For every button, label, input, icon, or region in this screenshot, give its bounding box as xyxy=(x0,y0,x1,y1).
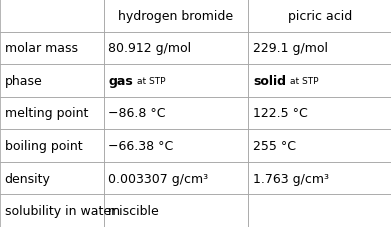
Bar xyxy=(248,130,391,162)
Bar xyxy=(0,130,104,162)
Text: −66.38 °C: −66.38 °C xyxy=(108,139,174,152)
Text: solid: solid xyxy=(253,75,286,88)
Text: solubility in water: solubility in water xyxy=(5,204,116,217)
Text: 1.763 g/cm³: 1.763 g/cm³ xyxy=(253,172,329,185)
Bar xyxy=(104,162,248,195)
Text: 80.912 g/mol: 80.912 g/mol xyxy=(108,42,192,55)
Bar xyxy=(248,162,391,195)
Text: density: density xyxy=(5,172,50,185)
Bar xyxy=(104,130,248,162)
Bar xyxy=(104,97,248,130)
Text: picric acid: picric acid xyxy=(287,10,352,23)
Bar xyxy=(248,65,391,97)
Text: 122.5 °C: 122.5 °C xyxy=(253,107,308,120)
Bar xyxy=(104,0,248,32)
Text: boiling point: boiling point xyxy=(5,139,83,152)
Bar xyxy=(0,195,104,227)
Text: at STP: at STP xyxy=(137,76,165,86)
Text: −86.8 °C: −86.8 °C xyxy=(108,107,166,120)
Bar xyxy=(0,162,104,195)
Bar xyxy=(0,97,104,130)
Text: melting point: melting point xyxy=(5,107,88,120)
Bar xyxy=(0,0,104,32)
Text: phase: phase xyxy=(5,75,43,88)
Bar xyxy=(0,65,104,97)
Bar xyxy=(0,32,104,65)
Text: gas: gas xyxy=(108,75,133,88)
Text: 255 °C: 255 °C xyxy=(253,139,296,152)
Text: 0.003307 g/cm³: 0.003307 g/cm³ xyxy=(108,172,208,185)
Bar xyxy=(104,195,248,227)
Bar xyxy=(248,195,391,227)
Text: 229.1 g/mol: 229.1 g/mol xyxy=(253,42,328,55)
Text: miscible: miscible xyxy=(108,204,160,217)
Bar xyxy=(248,32,391,65)
Text: at STP: at STP xyxy=(290,76,318,86)
Text: molar mass: molar mass xyxy=(5,42,78,55)
Bar xyxy=(104,65,248,97)
Text: hydrogen bromide: hydrogen bromide xyxy=(118,10,233,23)
Bar xyxy=(248,97,391,130)
Bar xyxy=(104,32,248,65)
Bar xyxy=(248,0,391,32)
